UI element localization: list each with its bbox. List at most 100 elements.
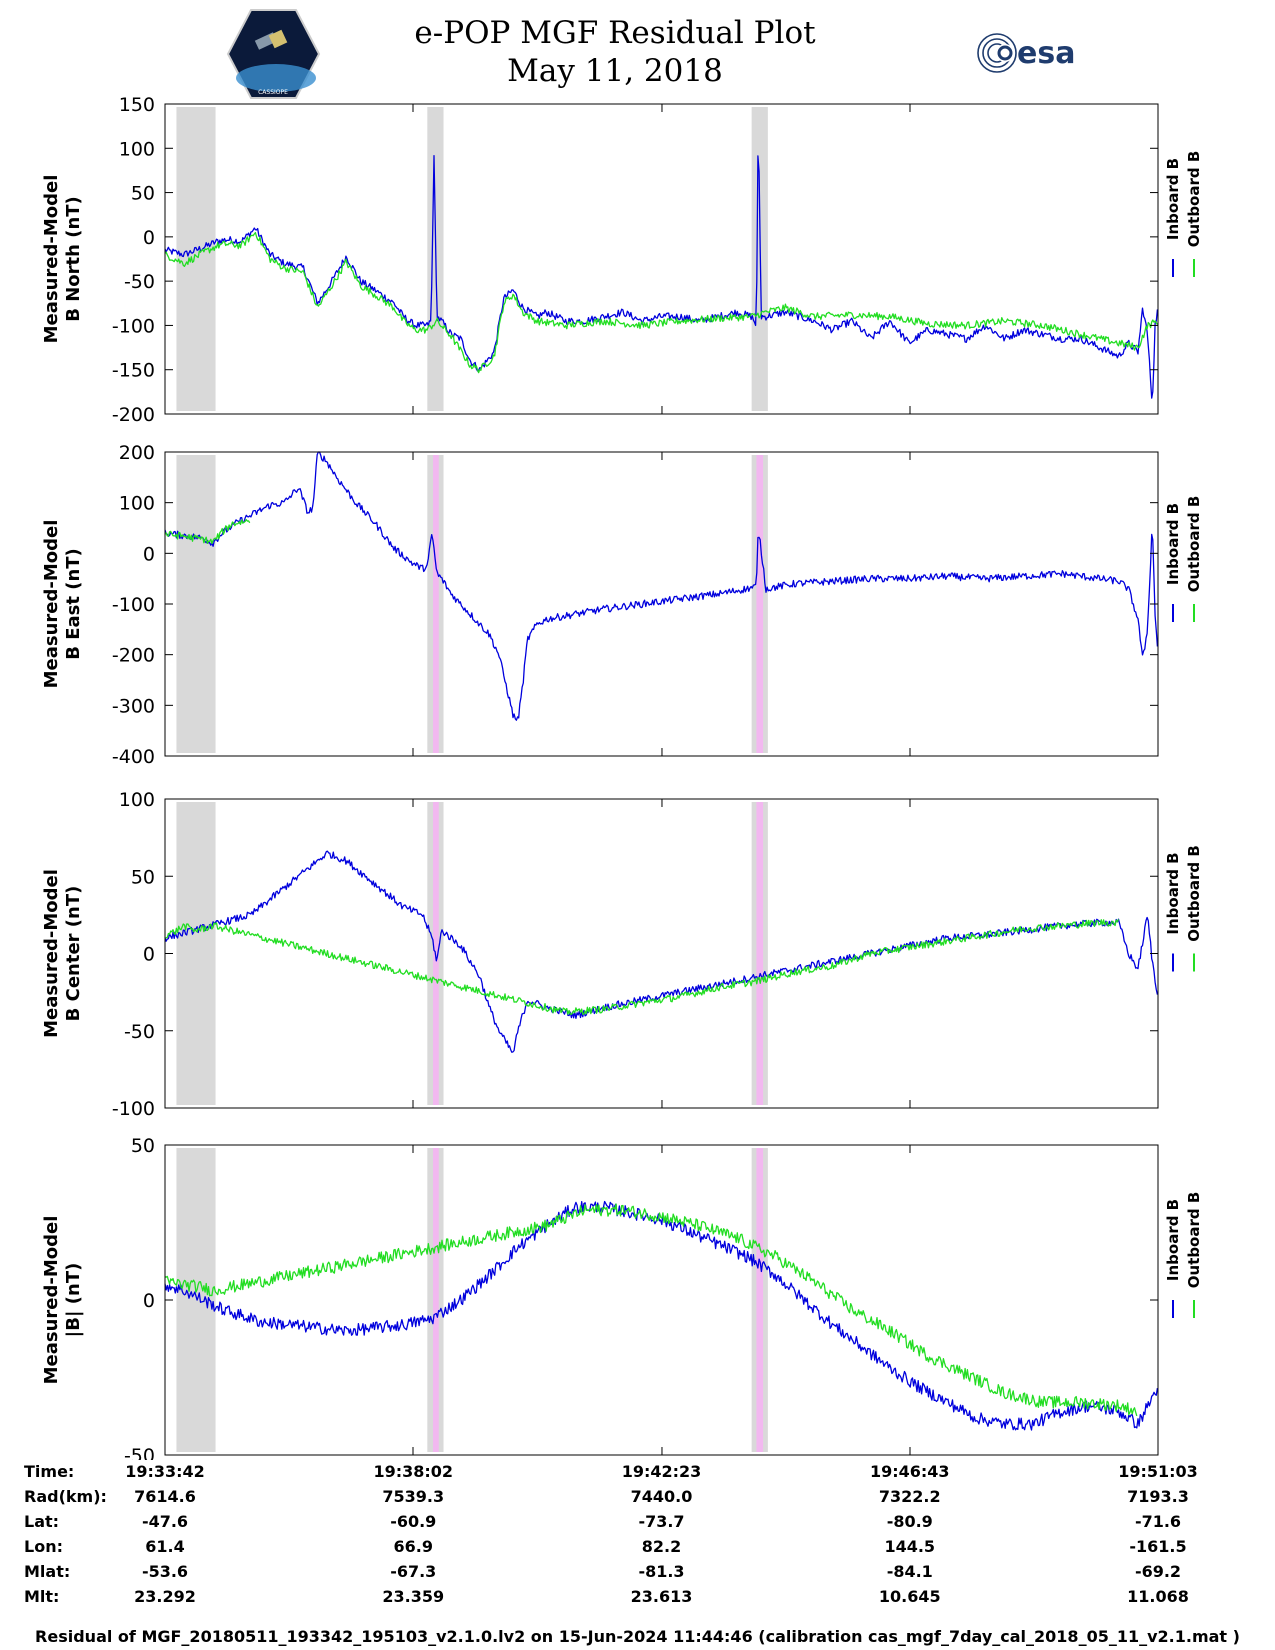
info-cell: 23.613 (630, 1587, 693, 1606)
info-cell: -161.5 (1129, 1537, 1187, 1556)
y-axis-label-east: B East (nT) (63, 548, 84, 660)
info-cell: -67.3 (390, 1562, 437, 1581)
shaded-interval-center-4 (756, 802, 764, 1105)
y-axis-label-north: Measured-Model (41, 175, 62, 344)
y-tick-label-north: -50 (124, 271, 155, 293)
y-tick-label-center: -100 (112, 1098, 155, 1120)
info-cell: -47.6 (141, 1512, 189, 1531)
shaded-interval-total-2 (433, 1148, 439, 1452)
info-cell: -69.2 (1134, 1562, 1182, 1581)
y-tick-label-east: -400 (112, 746, 155, 768)
y-tick-label-center: -50 (124, 1021, 155, 1043)
info-cell: 10.645 (878, 1587, 941, 1606)
cassiope-logo-text: CASSIOPE (258, 89, 288, 96)
shaded-interval-total-4 (756, 1148, 764, 1452)
info-cell: -84.1 (886, 1562, 933, 1581)
y-axis-label-east: Measured-Model (41, 520, 62, 689)
legend-label-inboard-north: Inboard B (1164, 158, 1182, 240)
info-row-label: Mlat: (24, 1562, 71, 1581)
page-subtitle: May 11, 2018 (507, 53, 723, 89)
info-cell: 7539.3 (382, 1487, 445, 1506)
legend-label-inboard-center: Inboard B (1164, 852, 1182, 934)
y-tick-label-east: -200 (112, 645, 155, 667)
panel-center: 100 50 0 -50 -100 Measured-Model B Center (nT)… (41, 789, 1203, 1120)
info-row-label: Time: (24, 1462, 75, 1481)
legend-label-inboard-total: Inboard B (1164, 1199, 1182, 1281)
series-line-center-outboard (164, 918, 1120, 1015)
info-cell: -73.7 (638, 1512, 685, 1531)
y-tick-label-center: 0 (143, 944, 155, 966)
info-row-label: Mlt: (24, 1587, 60, 1606)
y-tick-label-total: 0 (143, 1290, 155, 1312)
y-axis-label-north: B North (nT) (63, 196, 84, 322)
esa-logo: esa (977, 33, 1075, 73)
legend-label-outboard-north: Outboard B (1185, 151, 1203, 248)
shaded-interval-north-0 (176, 107, 216, 411)
info-cell: 19:46:43 (869, 1462, 950, 1481)
series-line-east-outboard (164, 519, 251, 545)
info-cell: 7322.2 (878, 1487, 941, 1506)
y-tick-label-north: 0 (143, 227, 155, 249)
plot-frame-center (164, 798, 1159, 1109)
page-title: e-POP MGF Residual Plot (414, 15, 816, 51)
info-row-label: Lon: (24, 1537, 63, 1556)
legend-label-outboard-east: Outboard B (1185, 496, 1203, 593)
footer-caption: Residual of MGF_20180511_193342_195103_v… (35, 1627, 1240, 1646)
y-tick-label-center: 50 (131, 866, 155, 888)
y-tick-label-north: 50 (131, 183, 155, 205)
y-tick-label-east: 200 (119, 442, 155, 464)
info-cell: 7193.3 (1127, 1487, 1189, 1506)
panel-east: 200 100 0 -100 -200 -300 -400 Measured-Model B E… (41, 442, 1203, 768)
y-tick-label-east: 100 (119, 493, 155, 515)
info-cell: 66.9 (393, 1537, 433, 1556)
legend-label-outboard-total: Outboard B (1185, 1192, 1203, 1289)
info-cell: 23.292 (134, 1587, 196, 1606)
panel-total: 50 0 -50 Measured-Model |B| (nT) Inboard B Out… (41, 1135, 1203, 1460)
info-cell: -53.6 (141, 1562, 189, 1581)
info-cell: 19:51:03 (1118, 1462, 1198, 1481)
y-tick-label-total: 50 (131, 1135, 155, 1157)
y-axis-label-center: Measured-Model (41, 869, 62, 1038)
info-row-label: Lat: (24, 1512, 60, 1531)
series-line-total-outboard (164, 1203, 1138, 1417)
y-tick-label-east: 0 (143, 543, 155, 565)
y-tick-label-north: -200 (112, 404, 155, 426)
cassiope-logo: CASSIOPE (226, 9, 321, 99)
info-cell: 61.4 (145, 1537, 185, 1556)
panel-north: 150 100 50 0 -50 -100 -150 -200 Measured-Model B … (41, 94, 1203, 426)
legend-label-inboard-east: Inboard B (1164, 503, 1182, 585)
info-cell: -60.9 (390, 1512, 437, 1531)
y-tick-label-total: -50 (124, 1445, 155, 1460)
esa-logo-text: esa (1017, 36, 1075, 71)
info-row-label: Rad(km): (24, 1487, 107, 1506)
shaded-interval-center-0 (176, 802, 216, 1105)
y-axis-label-center: B Center (nT) (63, 886, 84, 1022)
series-line-north-outboard (164, 231, 1158, 374)
info-cell: -80.9 (886, 1512, 933, 1531)
shaded-interval-east-0 (176, 455, 216, 753)
legend-label-outboard-center: Outboard B (1185, 845, 1203, 942)
title-block: e-POP MGF Residual Plot May 11, 2018 (380, 14, 850, 90)
info-cell: 7440.0 (630, 1487, 693, 1506)
series-line-north-inboard (164, 155, 1159, 399)
plot-frame-total (164, 1144, 1159, 1456)
info-cell: 23.359 (382, 1587, 445, 1606)
y-tick-label-center: 100 (119, 789, 155, 811)
y-tick-label-north: 100 (119, 138, 155, 160)
info-cell: 19:33:42 (125, 1462, 205, 1481)
y-axis-label-total: |B| (nT) (63, 1263, 84, 1338)
shaded-interval-east-4 (756, 455, 764, 753)
y-tick-label-north: -150 (112, 360, 155, 382)
info-cell: 144.5 (884, 1537, 936, 1556)
info-cell: 19:42:23 (621, 1462, 702, 1481)
y-tick-label-north: -100 (112, 315, 155, 337)
y-axis-label-total: Measured-Model (41, 1216, 62, 1385)
info-cell: 19:38:02 (373, 1462, 454, 1481)
orbit-info-table: Time: Rad(km): Lat: Lon: Mlat: Mlt: 19:33:42 76… (0, 1462, 1275, 1622)
info-cell: 82.2 (641, 1537, 682, 1556)
y-tick-label-north: 150 (119, 94, 155, 116)
info-cell: 7614.6 (134, 1487, 196, 1506)
info-cell: -81.3 (638, 1562, 685, 1581)
y-tick-label-east: -300 (112, 695, 155, 717)
